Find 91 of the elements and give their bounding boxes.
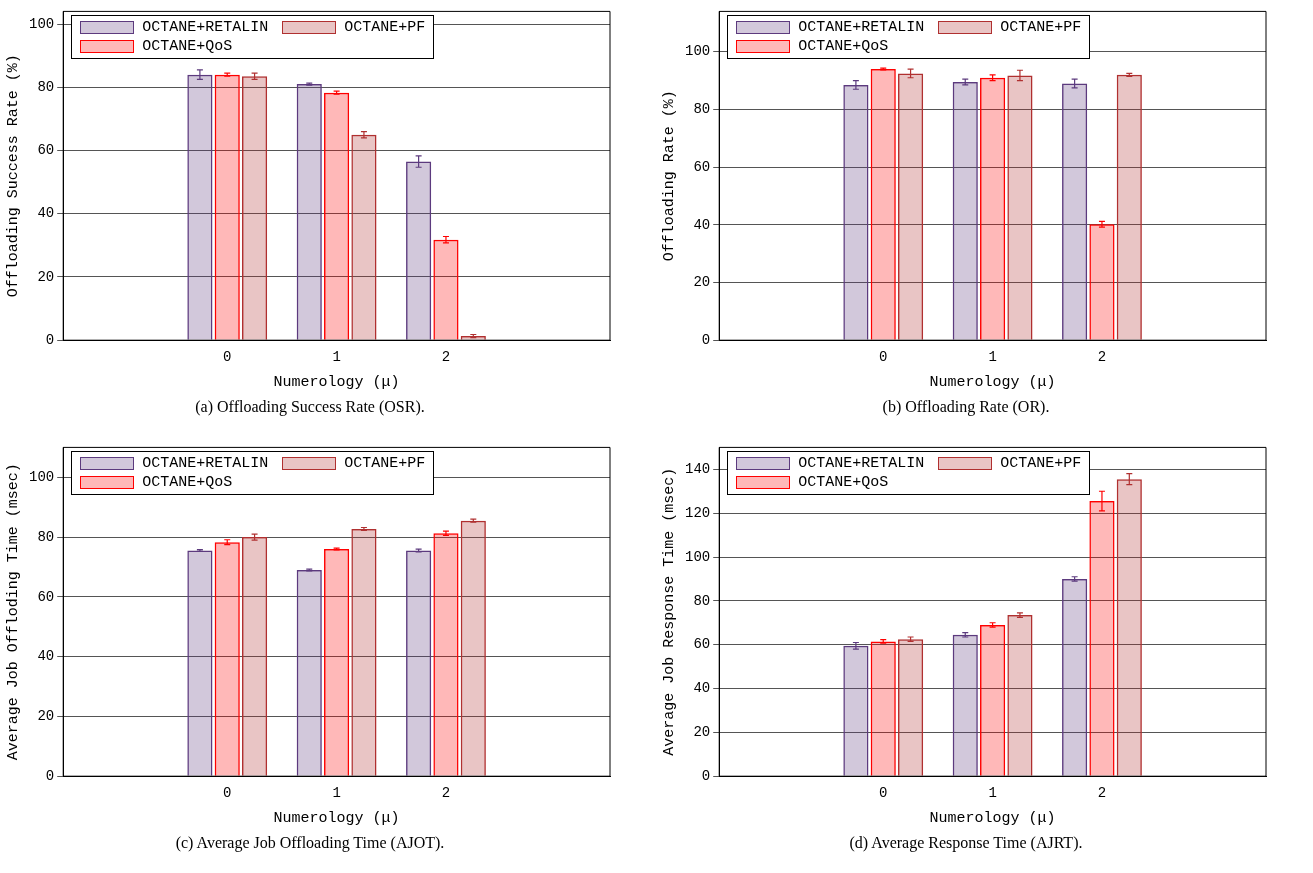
legend-label: OCTANE+PF bbox=[344, 454, 426, 474]
y-tick-label: 100 bbox=[684, 548, 711, 565]
y-tick-label: 100 bbox=[28, 15, 55, 32]
bar bbox=[242, 537, 268, 776]
bar bbox=[1089, 224, 1115, 340]
x-axis-title: Numerology (μ) bbox=[273, 809, 400, 827]
y-tick-label: 40 bbox=[37, 648, 55, 665]
text: (b) Offloading Rate (OR). bbox=[881, 398, 1051, 416]
x-axis-title: Numerology (μ) bbox=[273, 373, 400, 391]
x-tick-label: 2 bbox=[1097, 349, 1107, 366]
y-axis-title: Offloading Rate (%) bbox=[660, 90, 678, 262]
bar bbox=[460, 520, 486, 776]
bar bbox=[242, 76, 268, 340]
y-tick-label: 80 bbox=[693, 592, 711, 609]
bar bbox=[214, 542, 240, 776]
x-tick-label: 0 bbox=[223, 785, 232, 802]
x-tick-label: 2 bbox=[441, 349, 451, 366]
legend-label: OCTANE+RETALIN bbox=[142, 18, 269, 38]
legend-label: OCTANE+RETALIN bbox=[798, 18, 925, 38]
legend-label: OCTANE+PF bbox=[1000, 454, 1082, 474]
text: (d) Average Response Time (AJRT). bbox=[848, 834, 1084, 852]
bar bbox=[870, 69, 896, 340]
legend-label: OCTANE+QoS bbox=[142, 37, 233, 57]
y-tick-label: 120 bbox=[684, 504, 711, 521]
bar bbox=[1062, 578, 1088, 776]
x-tick-label: 0 bbox=[879, 785, 888, 802]
bar bbox=[406, 550, 432, 776]
y-tick-label: 40 bbox=[693, 680, 711, 697]
bar bbox=[898, 639, 924, 776]
bar bbox=[1007, 615, 1033, 776]
bar bbox=[980, 624, 1006, 776]
x-axis-title: Numerology (μ) bbox=[929, 373, 1056, 391]
bar bbox=[187, 550, 213, 776]
y-axis-title: Average Job Offloding Time (msec) bbox=[4, 463, 22, 761]
bar bbox=[433, 533, 459, 776]
y-tick-label: 0 bbox=[45, 331, 55, 348]
y-tick-label: 80 bbox=[37, 528, 55, 545]
y-tick-label: 0 bbox=[701, 331, 711, 348]
y-tick-label: 20 bbox=[693, 724, 711, 741]
legend-label: OCTANE+PF bbox=[1000, 18, 1082, 38]
legend-label: OCTANE+QoS bbox=[798, 473, 889, 493]
legend-label: OCTANE+QoS bbox=[798, 37, 889, 57]
y-tick-label: 80 bbox=[693, 101, 711, 118]
y-tick-label: 140 bbox=[684, 461, 711, 478]
bar bbox=[351, 134, 377, 340]
text: (c) Average Job Offloading Time (AJOT). bbox=[174, 834, 446, 852]
legend-label: OCTANE+QoS bbox=[142, 473, 233, 493]
bar bbox=[980, 77, 1006, 340]
bar bbox=[870, 641, 896, 776]
legend-label: OCTANE+PF bbox=[344, 18, 426, 38]
y-axis-title: Average Job Response Time (msec) bbox=[660, 467, 678, 756]
bar bbox=[1062, 83, 1088, 340]
text: (a) Offloading Success Rate (OSR). bbox=[194, 398, 426, 416]
y-tick-label: 0 bbox=[701, 767, 711, 784]
y-axis-title: Offloading Success Rate (%) bbox=[4, 54, 22, 298]
bar bbox=[952, 82, 978, 340]
y-tick-label: 80 bbox=[37, 78, 55, 95]
bar bbox=[214, 74, 240, 340]
bar bbox=[324, 549, 350, 776]
bar bbox=[296, 84, 322, 340]
x-tick-label: 0 bbox=[879, 349, 888, 366]
y-tick-label: 20 bbox=[37, 708, 55, 725]
y-tick-label: 100 bbox=[28, 468, 55, 485]
y-tick-label: 60 bbox=[693, 158, 711, 175]
y-tick-label: 60 bbox=[37, 588, 55, 605]
y-tick-label: 20 bbox=[693, 274, 711, 291]
bar bbox=[351, 529, 377, 776]
bar bbox=[324, 92, 350, 340]
y-tick-label: 60 bbox=[37, 142, 55, 159]
bar bbox=[296, 569, 322, 776]
y-tick-label: 40 bbox=[693, 216, 711, 233]
bar bbox=[952, 634, 978, 776]
x-tick-label: 1 bbox=[988, 785, 997, 802]
bar bbox=[843, 645, 869, 776]
y-tick-label: 100 bbox=[684, 43, 711, 60]
x-tick-label: 1 bbox=[332, 785, 341, 802]
y-tick-label: 0 bbox=[45, 767, 55, 784]
bar bbox=[1116, 74, 1142, 340]
bar bbox=[433, 239, 459, 340]
legend-label: OCTANE+RETALIN bbox=[142, 454, 269, 474]
x-tick-label: 2 bbox=[441, 785, 451, 802]
x-tick-label: 1 bbox=[988, 349, 997, 366]
x-tick-label: 0 bbox=[223, 349, 232, 366]
x-tick-label: 1 bbox=[332, 349, 341, 366]
x-axis-title: Numerology (μ) bbox=[929, 809, 1056, 827]
legend-label: OCTANE+RETALIN bbox=[798, 454, 925, 474]
x-tick-label: 2 bbox=[1097, 785, 1107, 802]
y-tick-label: 20 bbox=[37, 268, 55, 285]
y-tick-label: 60 bbox=[693, 636, 711, 653]
bar bbox=[843, 84, 869, 340]
y-tick-label: 40 bbox=[37, 205, 55, 222]
